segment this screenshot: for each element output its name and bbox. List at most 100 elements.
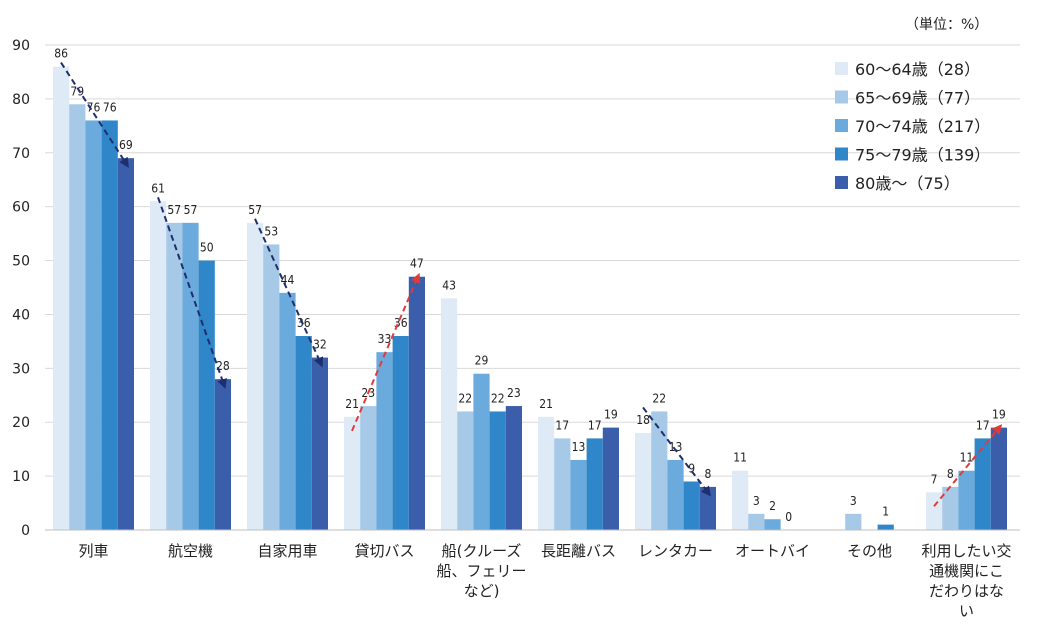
data-label: 18 bbox=[636, 413, 650, 427]
bar bbox=[748, 513, 765, 530]
bar bbox=[53, 66, 70, 531]
bar bbox=[263, 244, 280, 530]
legend-label: 70〜74歳（217） bbox=[855, 117, 990, 136]
bar bbox=[101, 120, 118, 530]
x-tick-label: オートバイ bbox=[735, 542, 810, 560]
trend-arrow bbox=[60, 62, 129, 168]
y-tick-label: 50 bbox=[12, 254, 30, 270]
x-tick-label: など) bbox=[464, 582, 500, 600]
data-label: 21 bbox=[539, 397, 553, 411]
data-label: 3 bbox=[850, 494, 857, 508]
data-label: 3 bbox=[753, 494, 760, 508]
x-tick-label: レンタカー bbox=[638, 542, 713, 560]
data-label: 44 bbox=[281, 273, 295, 287]
data-label: 47 bbox=[410, 257, 424, 271]
trend-arrow bbox=[254, 218, 324, 368]
legend-swatch bbox=[835, 90, 848, 104]
bar bbox=[408, 276, 425, 530]
data-label: 36 bbox=[297, 316, 311, 330]
legend-swatch bbox=[835, 62, 848, 75]
bar bbox=[214, 379, 231, 530]
data-label: 13 bbox=[669, 440, 683, 454]
data-label: 19 bbox=[992, 408, 1006, 422]
trend-arrow bbox=[157, 196, 227, 389]
data-label: 22 bbox=[458, 391, 472, 405]
y-tick-label: 60 bbox=[12, 200, 30, 216]
bar bbox=[732, 470, 749, 530]
bar bbox=[441, 298, 458, 530]
bar bbox=[473, 373, 490, 530]
y-tick-label: 90 bbox=[12, 38, 30, 54]
bar bbox=[958, 470, 975, 530]
bar bbox=[764, 519, 781, 530]
legend-label: 60〜64歳（28） bbox=[855, 60, 980, 79]
bar bbox=[150, 201, 167, 530]
data-label: 57 bbox=[184, 203, 198, 217]
legend-label: 80歳〜（75） bbox=[855, 174, 960, 193]
data-label: 50 bbox=[200, 241, 214, 255]
data-label: 11 bbox=[960, 451, 974, 465]
data-label: 0 bbox=[785, 510, 792, 524]
bar bbox=[489, 411, 506, 530]
y-tick-label: 70 bbox=[12, 146, 30, 162]
data-label: 57 bbox=[167, 203, 181, 217]
trend-arrow bbox=[933, 424, 1003, 507]
data-label: 29 bbox=[475, 354, 489, 368]
x-tick-label: 長距離バス bbox=[541, 542, 616, 560]
data-label: 61 bbox=[151, 181, 165, 195]
data-label: 32 bbox=[313, 338, 327, 352]
x-tick-label: その他 bbox=[847, 542, 892, 560]
data-label: 22 bbox=[652, 391, 666, 405]
x-tick-label: 貸切バス bbox=[354, 542, 414, 560]
legend-swatch bbox=[835, 119, 848, 132]
data-label: 79 bbox=[70, 84, 84, 98]
y-tick-label: 0 bbox=[21, 523, 30, 539]
y-tick-label: 20 bbox=[12, 415, 30, 431]
x-tick-label: 船(クルーズ bbox=[442, 542, 522, 560]
data-label: 33 bbox=[378, 332, 392, 346]
bar bbox=[635, 433, 652, 530]
data-label: 8 bbox=[704, 467, 711, 481]
x-tick-label: 船、フェリー bbox=[436, 562, 526, 580]
bar bbox=[376, 352, 393, 530]
data-label: 17 bbox=[588, 418, 602, 432]
bar bbox=[85, 120, 102, 530]
bar bbox=[683, 481, 700, 530]
data-label: 17 bbox=[976, 418, 990, 432]
trend-arrow bbox=[642, 406, 712, 497]
data-label: 86 bbox=[54, 47, 68, 61]
bar bbox=[182, 222, 199, 531]
x-tick-label: 通機関にこ bbox=[929, 562, 1004, 580]
legend-swatch bbox=[835, 176, 848, 189]
unit-label: （単位：%） bbox=[905, 17, 989, 33]
y-tick-label: 80 bbox=[12, 92, 30, 108]
bar bbox=[198, 260, 215, 530]
bar bbox=[247, 222, 264, 531]
data-label: 9 bbox=[688, 462, 695, 476]
bar bbox=[360, 406, 377, 530]
bar bbox=[974, 438, 991, 530]
bar bbox=[295, 336, 312, 530]
bar bbox=[117, 158, 134, 530]
y-tick-label: 10 bbox=[12, 469, 30, 485]
data-label: 76 bbox=[87, 100, 101, 114]
x-tick-label: 利用したい交 bbox=[921, 542, 1011, 560]
bar bbox=[279, 292, 296, 530]
x-tick-label: 自家用車 bbox=[257, 542, 317, 560]
x-tick-label: い bbox=[959, 602, 974, 620]
data-label: 57 bbox=[248, 203, 262, 217]
bar bbox=[554, 438, 571, 530]
data-label: 8 bbox=[947, 467, 954, 481]
bar bbox=[311, 357, 328, 530]
trend-arrow bbox=[351, 272, 421, 432]
legend-swatch bbox=[835, 147, 848, 161]
bar bbox=[457, 411, 474, 530]
data-label: 22 bbox=[491, 391, 505, 405]
data-label: 1 bbox=[882, 505, 889, 519]
x-tick-label: だわりはな bbox=[929, 582, 1004, 600]
bar bbox=[344, 416, 361, 530]
bar bbox=[699, 486, 716, 530]
bar bbox=[990, 427, 1007, 530]
y-tick-label: 30 bbox=[12, 361, 30, 377]
